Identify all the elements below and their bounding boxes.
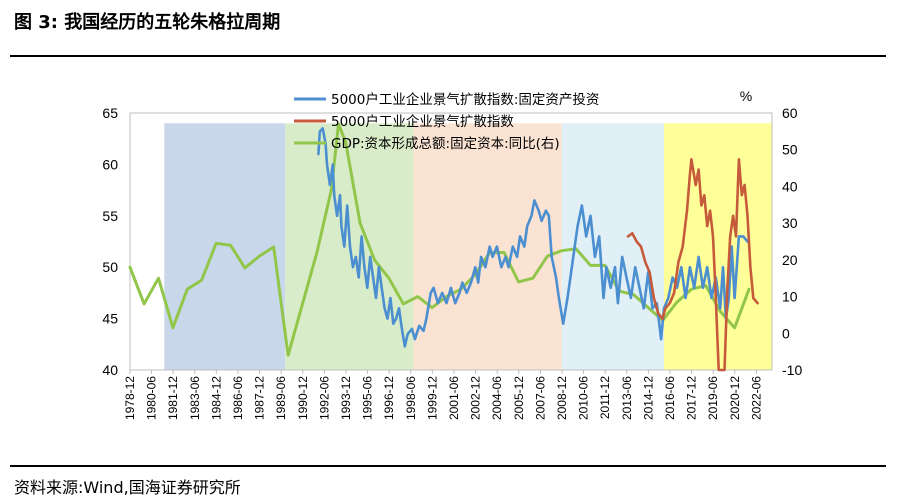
legend-label-diffusion-index: 5000户工业企业景气扩散指数 <box>331 113 514 130</box>
x-tick-label: 1984-12 <box>209 376 223 420</box>
left-axis-ticks: 40 45 50 55 60 65 <box>102 105 118 378</box>
line-fixed-invest <box>317 127 749 348</box>
right-axis-ticks: -10 0 10 20 30 40 50 60 <box>782 105 802 378</box>
left-tick-label: 50 <box>102 259 118 275</box>
legend: 5000户工业企业景气扩散指数:固定资产投资 5000户工业企业景气扩散指数 G… <box>294 91 599 152</box>
x-tick-label: 2017-12 <box>685 376 699 420</box>
left-tick-label: 55 <box>102 208 118 224</box>
x-tick-label: 2008-12 <box>555 376 569 420</box>
plot-frame <box>129 112 773 371</box>
x-tick-label: 2016-06 <box>663 376 677 420</box>
x-tick-label: 2010-06 <box>577 376 591 420</box>
x-tick-label: 1996-12 <box>382 376 396 420</box>
top-rule <box>10 55 886 57</box>
left-tick-label: 45 <box>102 311 118 327</box>
right-tick-label: 30 <box>782 215 798 231</box>
x-tick-label: 2014-12 <box>641 376 655 420</box>
figure-title: 图 3: 我国经历的五轮朱格拉周期 <box>14 12 281 33</box>
right-tick-label: 50 <box>782 142 798 158</box>
line-diffusion-index <box>626 158 759 372</box>
x-axis-ticks: 1978-12 1980-06 1981-12 1983-06 1984-12 1986-… <box>123 370 763 420</box>
x-tick-label: 1978-12 <box>123 376 137 420</box>
x-tick-label: 2002-12 <box>469 376 483 420</box>
x-tick-label: 2020-12 <box>728 376 742 420</box>
cycle-band-4 <box>561 123 664 370</box>
legend-label-gdp: GDP:资本形成总额:固定资本:同比(右) <box>331 136 560 152</box>
x-tick-label: 2004-06 <box>490 376 504 420</box>
right-axis-unit: % <box>740 88 752 104</box>
x-tick-label: 1993-12 <box>339 376 353 420</box>
x-tick-label: 1981-12 <box>166 376 180 420</box>
x-tick-label: 1999-12 <box>425 376 439 420</box>
x-tick-label: 1987-12 <box>253 376 267 420</box>
left-tick-label: 65 <box>102 105 118 121</box>
x-tick-label: 1992-06 <box>317 376 331 420</box>
x-tick-label: 2001-06 <box>447 376 461 420</box>
legend-label-fixed-invest: 5000户工业企业景气扩散指数:固定资产投资 <box>331 91 599 108</box>
right-tick-label: 10 <box>782 289 798 305</box>
x-tick-label: 2013-06 <box>620 376 634 420</box>
cycle-band-3 <box>413 123 562 370</box>
right-tick-label: 0 <box>782 325 790 341</box>
x-tick-label: 1989-06 <box>274 376 288 420</box>
x-tick-label: 2005-12 <box>512 376 526 420</box>
x-tick-label: 2011-12 <box>598 376 612 419</box>
x-tick-label: 2019-06 <box>706 376 720 420</box>
x-tick-label: 1998-06 <box>404 376 418 420</box>
x-tick-label: 1983-06 <box>188 376 202 420</box>
cycle-band-1 <box>164 123 286 370</box>
right-tick-label: 60 <box>782 105 798 121</box>
x-tick-label: 2022-06 <box>749 376 763 420</box>
x-tick-label: 1980-06 <box>145 376 159 420</box>
series-lines <box>128 122 759 372</box>
left-tick-label: 60 <box>102 156 118 172</box>
right-tick-label: 20 <box>782 252 798 268</box>
x-tick-label: 1995-06 <box>361 376 375 420</box>
right-tick-label: 40 <box>782 178 798 194</box>
right-tick-label: -10 <box>782 362 802 378</box>
x-tick-label: 1986-06 <box>231 376 245 420</box>
bottom-rule <box>10 465 886 467</box>
x-tick-label: 1990-12 <box>296 376 310 420</box>
source-note: 资料来源:Wind,国海证券研究所 <box>14 478 241 497</box>
left-tick-label: 40 <box>102 362 118 378</box>
cycle-bands <box>164 123 772 370</box>
x-tick-label: 2007-06 <box>533 376 547 420</box>
